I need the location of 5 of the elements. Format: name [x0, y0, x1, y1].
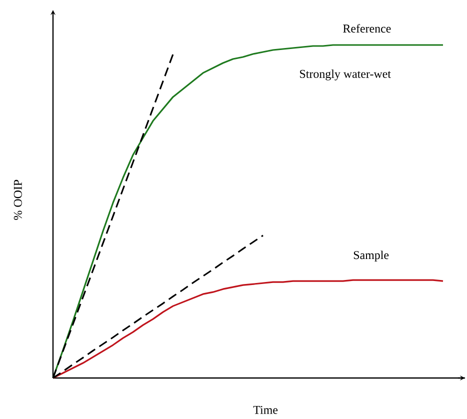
- x-axis-title: Time: [253, 406, 278, 414]
- y-axis-title: % OOIP: [14, 180, 22, 220]
- series-label: Reference: [343, 24, 391, 33]
- annotation: Strongly water-wet: [300, 70, 391, 80]
- series-label: Sample: [354, 250, 389, 262]
